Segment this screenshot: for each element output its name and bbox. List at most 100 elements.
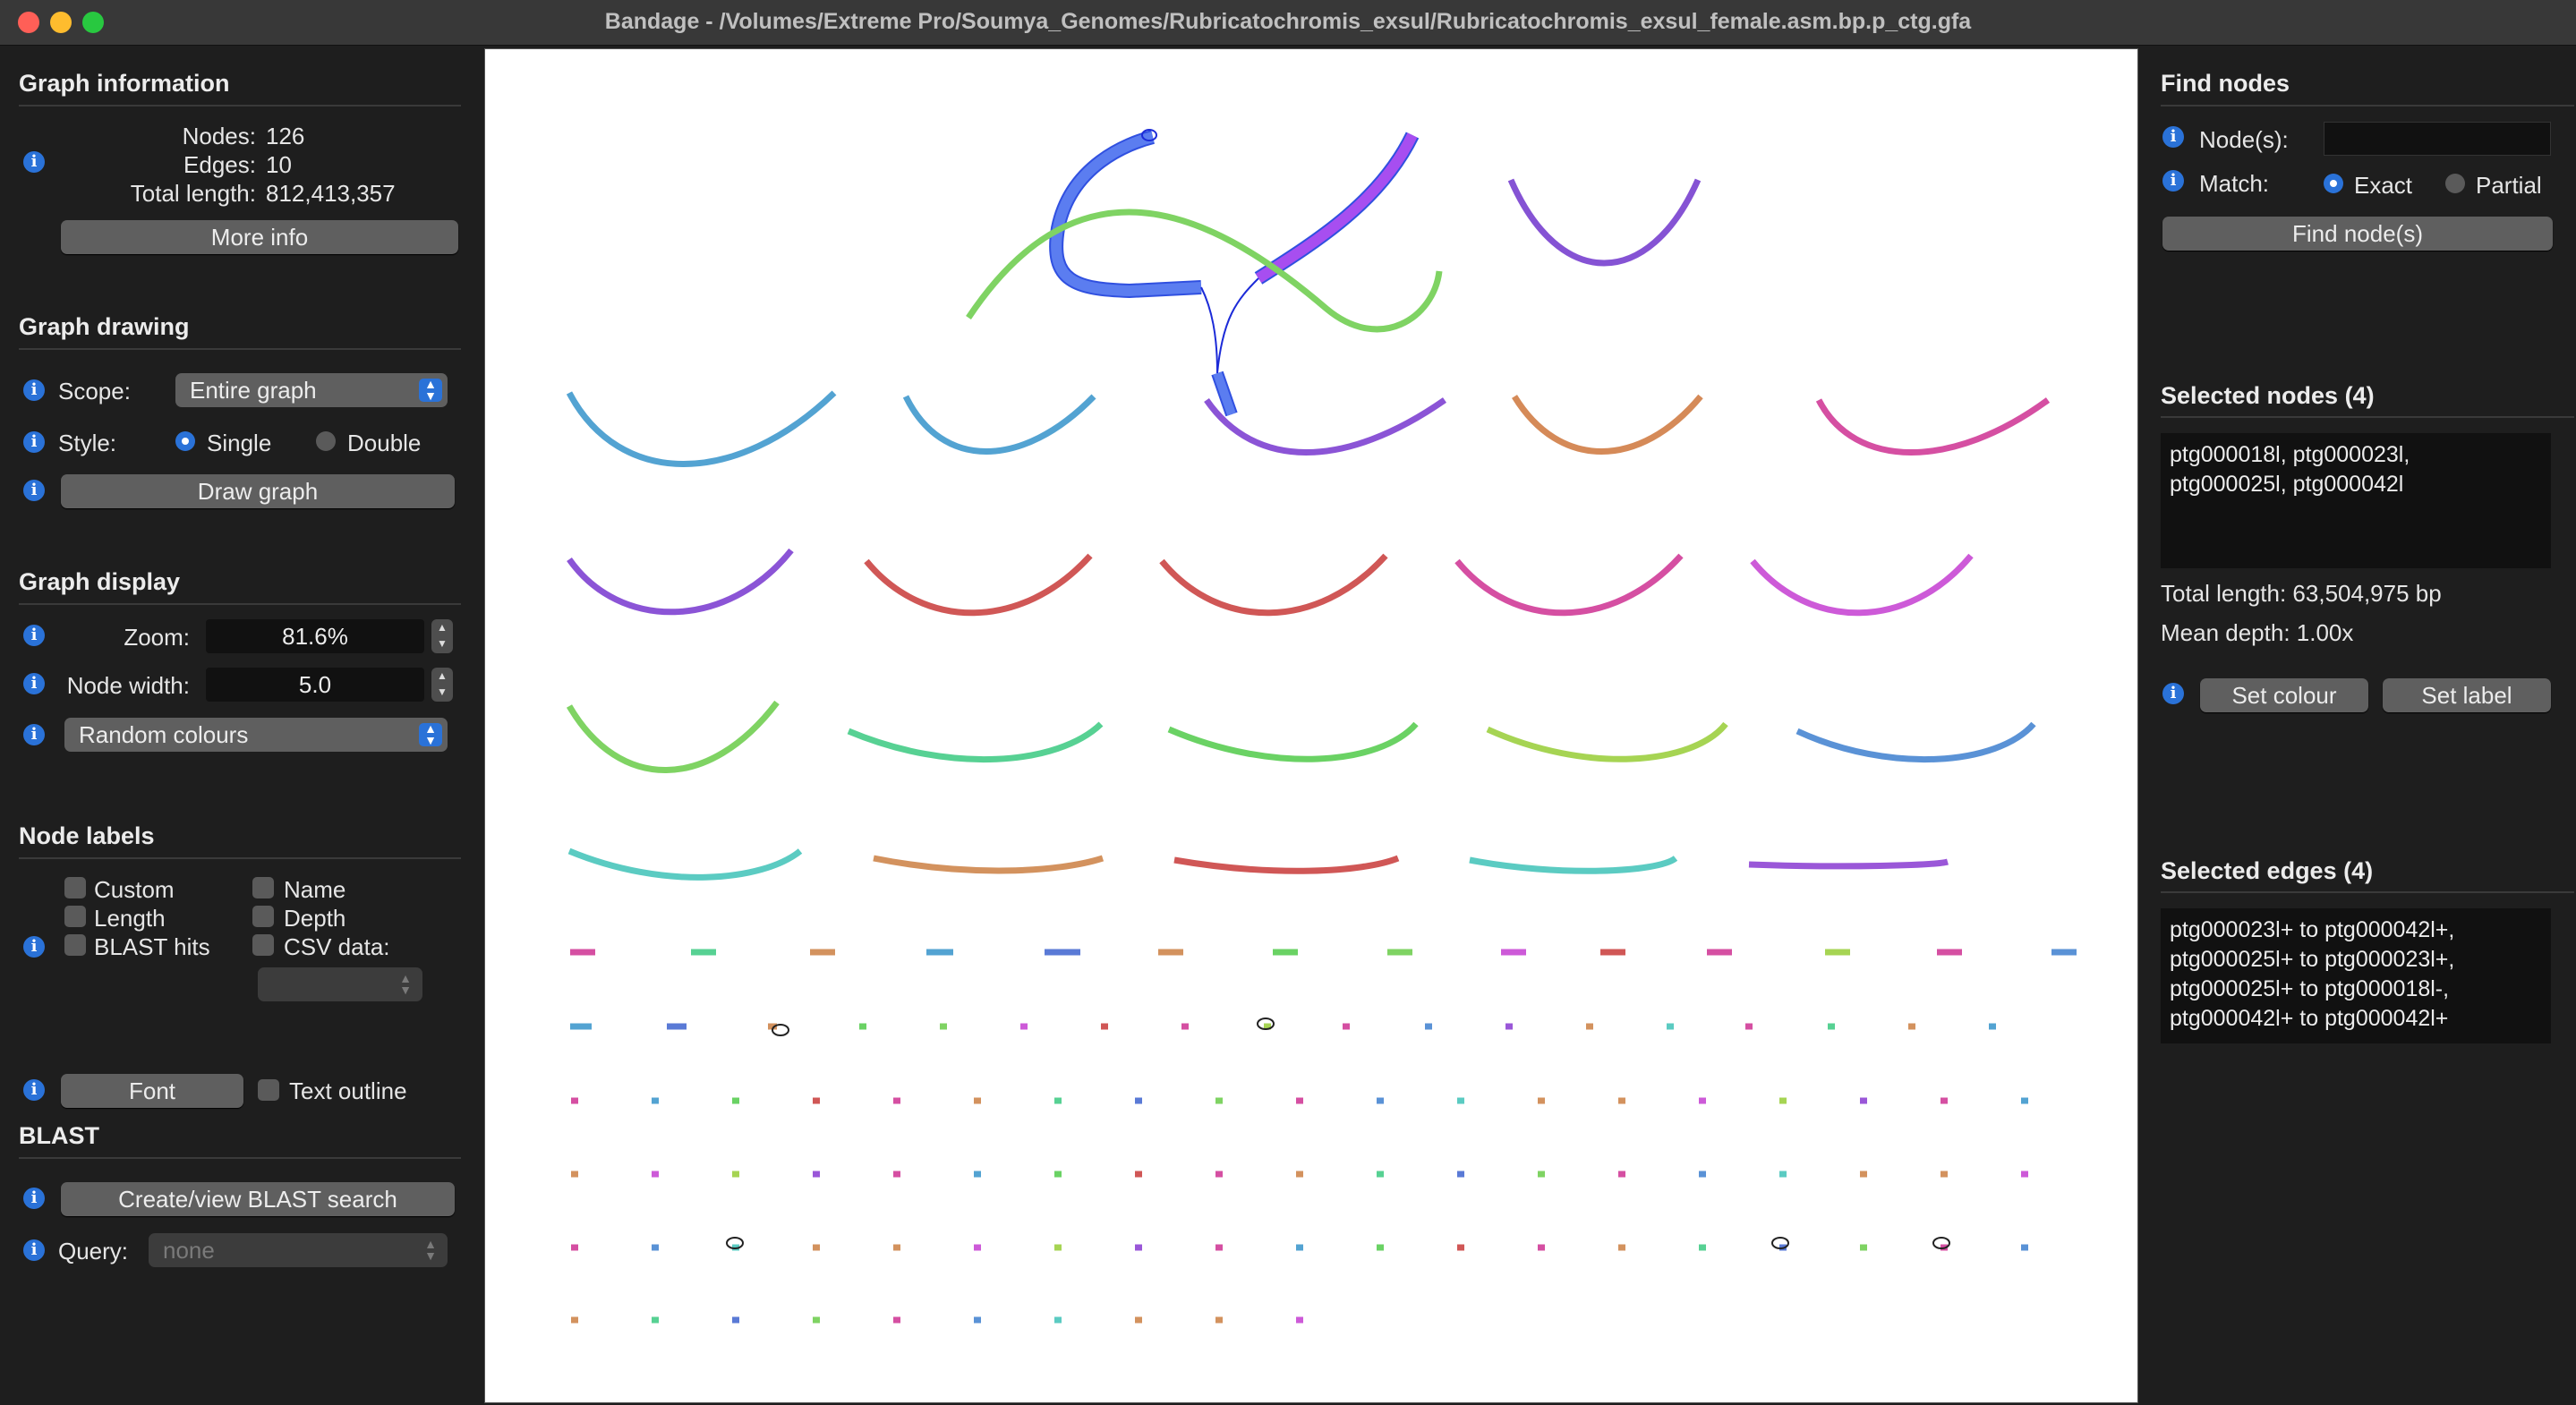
- info-icon[interactable]: i: [23, 1079, 45, 1101]
- find-nodes-button[interactable]: Find node(s): [2162, 217, 2553, 251]
- divider: [19, 1157, 461, 1159]
- create-blast-search-button[interactable]: Create/view BLAST search: [61, 1182, 455, 1216]
- info-icon[interactable]: i: [23, 724, 45, 745]
- node-search-input[interactable]: [2324, 122, 2551, 156]
- node-width-input[interactable]: 5.0: [206, 668, 424, 702]
- more-info-button[interactable]: More info: [61, 220, 458, 254]
- match-partial-radio[interactable]: [2445, 174, 2465, 193]
- graph-node[interactable]: [1167, 721, 1419, 762]
- graph-node[interactable]: [847, 721, 1104, 763]
- set-colour-button[interactable]: Set colour: [2200, 678, 2368, 712]
- graph-drawing[interactable]: [485, 49, 2137, 1402]
- close-window-button[interactable]: [18, 12, 39, 33]
- node-width-label: Node width:: [66, 672, 190, 699]
- loop-edge[interactable]: [1932, 1237, 1950, 1249]
- font-button[interactable]: Font: [61, 1074, 243, 1108]
- graph-node[interactable]: [566, 390, 837, 467]
- csv-column-select[interactable]: ▲ ▼: [258, 967, 422, 1001]
- graph-node[interactable]: [567, 548, 794, 616]
- graph-node[interactable]: [1512, 394, 1703, 455]
- text-outline-checkbox[interactable]: [258, 1079, 279, 1101]
- loop-edge[interactable]: [1141, 129, 1157, 141]
- info-icon[interactable]: i: [23, 936, 45, 958]
- depth-label-text: Depth: [284, 905, 346, 932]
- custom-label-checkbox[interactable]: [64, 877, 86, 898]
- csv-data-label-checkbox[interactable]: [252, 934, 274, 956]
- loop-edge[interactable]: [726, 1237, 744, 1249]
- loop-edge[interactable]: [1771, 1237, 1789, 1249]
- graph-node[interactable]: [1796, 721, 2036, 763]
- stepper-icon[interactable]: ▲ ▼: [431, 619, 453, 653]
- maximize-window-button[interactable]: [82, 12, 104, 33]
- graph-node[interactable]: [902, 394, 1096, 455]
- nodes-count-value: 126: [266, 123, 305, 149]
- selected-nodes-heading: Selected nodes (4): [2161, 382, 2375, 409]
- match-label: Match:: [2199, 170, 2270, 197]
- style-double-radio[interactable]: [316, 431, 336, 451]
- stepper-icon[interactable]: ▲ ▼: [431, 668, 453, 702]
- title-bar: Bandage - /Volumes/Extreme Pro/Soumya_Ge…: [0, 0, 2576, 46]
- graph-node[interactable]: [1469, 856, 1678, 874]
- blast-hits-label-checkbox[interactable]: [64, 934, 86, 956]
- info-icon[interactable]: i: [23, 151, 45, 173]
- graph-node[interactable]: [1815, 397, 2051, 456]
- depth-label-checkbox[interactable]: [252, 906, 274, 927]
- graph-node[interactable]: [864, 553, 1093, 617]
- graph-node[interactable]: [1159, 553, 1388, 617]
- selected-edges-list[interactable]: ptg000023l+ to ptg000042l+, ptg000025l+ …: [2161, 908, 2551, 1043]
- info-icon[interactable]: i: [23, 1188, 45, 1209]
- loop-edge[interactable]: [1257, 1018, 1275, 1030]
- info-icon[interactable]: i: [2162, 683, 2184, 704]
- chevron-updown-icon: ▲ ▼: [399, 971, 412, 997]
- zoom-input[interactable]: 81.6%: [206, 619, 424, 653]
- info-icon[interactable]: i: [23, 673, 45, 694]
- graph-edge[interactable]: [1200, 286, 1218, 374]
- match-exact-radio[interactable]: [2324, 174, 2343, 193]
- style-single-radio[interactable]: [175, 431, 195, 451]
- graph-node[interactable]: [1507, 178, 1702, 267]
- selected-nodes-list[interactable]: ptg000018l, ptg000023l, ptg000025l, ptg0…: [2161, 433, 2551, 568]
- loop-edge[interactable]: [772, 1024, 789, 1036]
- graph-drawing-heading: Graph drawing: [19, 313, 190, 340]
- graph-edge[interactable]: [1216, 277, 1259, 374]
- info-icon[interactable]: i: [23, 379, 45, 401]
- draw-graph-button[interactable]: Draw graph: [61, 474, 455, 508]
- info-icon[interactable]: i: [2162, 126, 2184, 148]
- graph-node[interactable]: [1173, 855, 1400, 874]
- graph-display-heading: Graph display: [19, 568, 181, 595]
- info-icon[interactable]: i: [2162, 170, 2184, 192]
- match-partial-label: Partial: [2476, 172, 2542, 199]
- query-select-value: none: [163, 1237, 215, 1264]
- graph-node[interactable]: [1748, 858, 1949, 870]
- graph-node[interactable]: [873, 855, 1105, 874]
- colour-scheme-select[interactable]: Random colours ▲ ▼: [64, 718, 448, 752]
- graph-node[interactable]: [1486, 721, 1728, 762]
- set-label-button[interactable]: Set label: [2383, 678, 2551, 712]
- graph-node[interactable]: [1255, 132, 1418, 284]
- info-icon[interactable]: i: [23, 1239, 45, 1261]
- graph-node[interactable]: [1750, 553, 1974, 617]
- length-label-checkbox[interactable]: [64, 906, 86, 927]
- graph-canvas[interactable]: [484, 48, 2138, 1403]
- graph-node[interactable]: [1454, 553, 1684, 617]
- info-icon[interactable]: i: [23, 625, 45, 646]
- divider: [19, 348, 461, 350]
- query-select[interactable]: none ▲ ▼: [149, 1233, 448, 1267]
- custom-label-text: Custom: [94, 876, 175, 903]
- graph-node[interactable]: [566, 700, 780, 773]
- divider: [2161, 416, 2574, 418]
- graph-node[interactable]: [567, 847, 803, 881]
- chevron-updown-icon: ▲ ▼: [419, 722, 442, 746]
- name-label-checkbox[interactable]: [252, 877, 274, 898]
- info-icon[interactable]: i: [23, 431, 45, 453]
- graph-node[interactable]: [1213, 371, 1236, 416]
- graph-node[interactable]: [1204, 397, 1446, 456]
- match-exact-label: Exact: [2354, 172, 2413, 199]
- info-icon[interactable]: i: [23, 480, 45, 501]
- graph-node[interactable]: [1254, 132, 1420, 285]
- minimize-window-button[interactable]: [50, 12, 72, 33]
- scope-select[interactable]: Entire graph ▲ ▼: [175, 373, 448, 407]
- style-single-label: Single: [207, 430, 272, 456]
- graph-node[interactable]: [966, 209, 1443, 333]
- name-label-text: Name: [284, 876, 346, 903]
